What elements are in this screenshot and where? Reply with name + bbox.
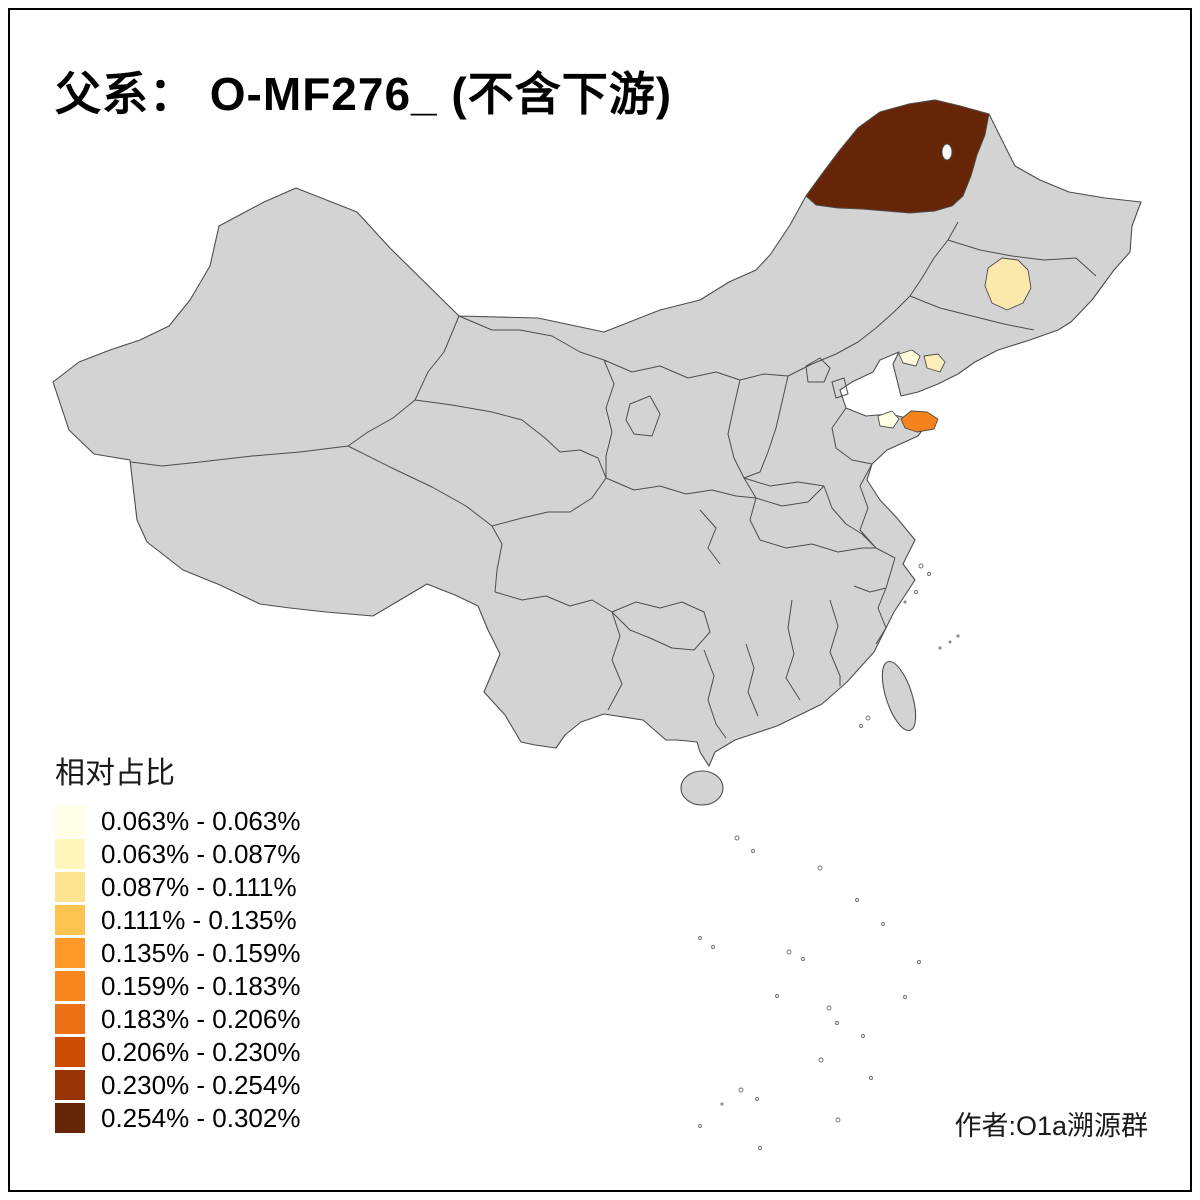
legend-title: 相对占比 [55,757,175,790]
legend-label: 0.111% - 0.135% [101,904,297,935]
page-title: 父系： O-MF276_ (不含下游) [55,68,673,120]
small-islands [698,563,960,1150]
province-borders [130,221,1097,739]
legend-label: 0.063% - 0.087% [101,838,301,869]
region-hulunbuir-dark [805,99,990,214]
region-shandong-orange [900,410,939,433]
legend-swatch [55,872,85,902]
legend-item: 0.159% - 0.183% [55,971,300,1001]
region-shandong-pale [877,410,900,429]
legend-swatch [55,905,85,935]
legend-swatch [55,1070,85,1100]
region-liaodong-pale-west [898,349,921,367]
author-credit: 作者:O1a溯源群 [954,1111,1148,1141]
legend-item: 0.063% - 0.063% [55,806,300,836]
legend-label: 0.087% - 0.111% [101,871,297,902]
region-liaodong-pale-east [923,353,946,373]
legend-label: 0.159% - 0.183% [101,970,301,1001]
legend: 相对占比 0.063% - 0.063% 0.063% - 0.087% 0.0… [55,748,300,1136]
legend-label: 0.206% - 0.230% [101,1036,301,1067]
legend-swatch [55,806,85,836]
legend-swatch [55,1037,85,1067]
legend-label: 0.183% - 0.206% [101,1003,301,1034]
legend-item: 0.254% - 0.302% [55,1103,300,1133]
region-heilongjiang-pale [984,257,1032,311]
legend-label: 0.230% - 0.254% [101,1069,301,1100]
legend-item: 0.087% - 0.111% [55,872,300,902]
legend-item: 0.111% - 0.135% [55,905,300,935]
region-hulun-lake [941,143,953,161]
legend-item: 0.135% - 0.159% [55,938,300,968]
china-mainland [52,99,1142,767]
legend-swatch [55,839,85,869]
legend-label: 0.254% - 0.302% [101,1102,301,1133]
taiwan-island [881,660,917,732]
legend-swatch [55,1103,85,1133]
legend-swatch [55,1004,85,1034]
legend-label: 0.135% - 0.159% [101,937,301,968]
legend-label: 0.063% - 0.063% [101,805,301,836]
legend-swatch [55,971,85,1001]
legend-item: 0.230% - 0.254% [55,1070,300,1100]
legend-swatch [55,938,85,968]
legend-item: 0.063% - 0.087% [55,839,300,869]
legend-item: 0.206% - 0.230% [55,1037,300,1067]
hainan-island [680,770,724,806]
legend-item: 0.183% - 0.206% [55,1004,300,1034]
